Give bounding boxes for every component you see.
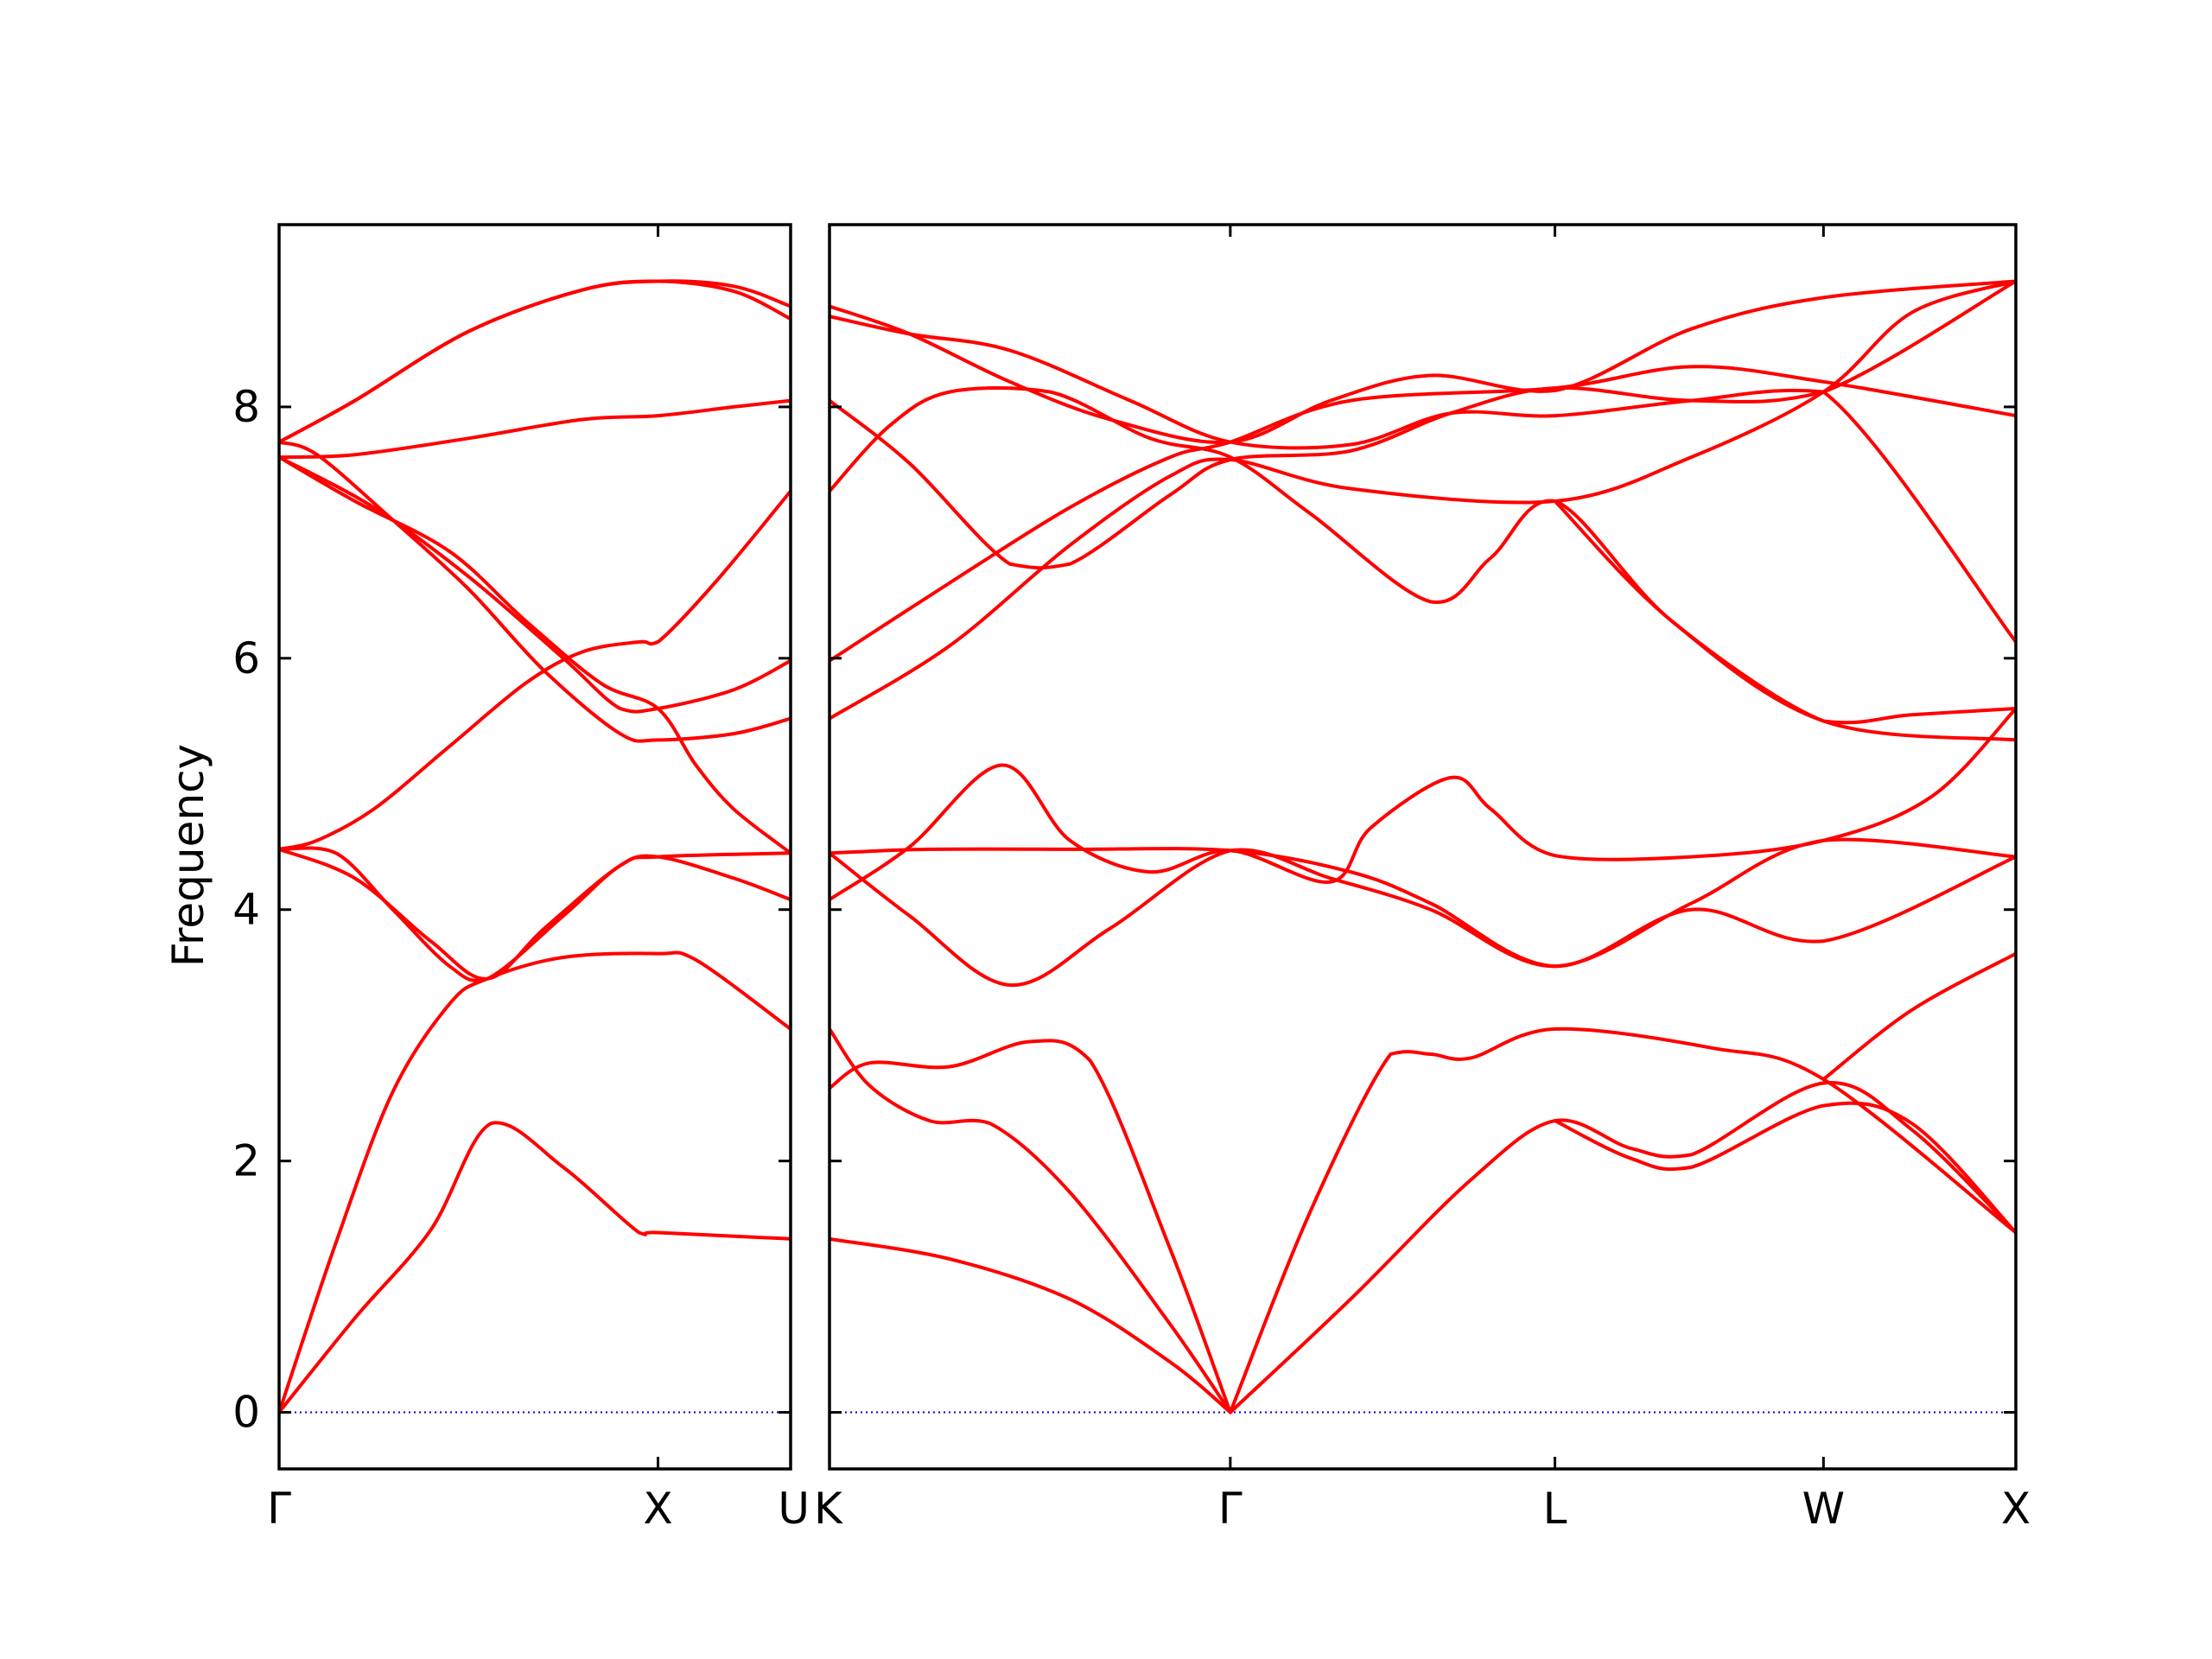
y-tick-label: 2: [232, 1136, 260, 1186]
band-line-3: [279, 846, 791, 982]
band-line-7: [279, 440, 791, 743]
band-line-10: [830, 279, 2016, 721]
x-tick-label: U: [778, 1484, 810, 1534]
y-tick-label: 4: [232, 885, 260, 935]
band-line-6: [279, 455, 791, 714]
x-tick-label: X: [2001, 1484, 2031, 1534]
band-line-15: [830, 315, 2016, 644]
band-line-3: [1228, 1027, 2016, 1414]
band-line-6: [1821, 951, 2016, 1082]
bands: [279, 279, 791, 1414]
panel-gamma-x-u: 0 2 4 6 8 Γ X U: [232, 223, 810, 1534]
band-line-8: [279, 398, 791, 460]
band-line-11: [830, 365, 2016, 663]
band-line-14: [830, 279, 2016, 445]
band-line-7: [830, 847, 2016, 969]
y-tick-label: 0: [232, 1388, 260, 1438]
band-line-1: [279, 950, 791, 1414]
band-line-2: [830, 1039, 1232, 1414]
band-line-8: [830, 837, 2016, 988]
y-tick-label: 8: [232, 382, 260, 432]
band-line-4: [279, 489, 791, 851]
band-line-1: [830, 1027, 1232, 1414]
band-line-0: [279, 1121, 791, 1414]
band-line-5: [279, 455, 791, 855]
y-tick-label: 6: [232, 633, 260, 683]
band-line-9: [830, 707, 2016, 902]
x-tick-label: Γ: [267, 1484, 291, 1534]
band-line-13: [830, 279, 2016, 570]
x-tick-label: L: [1543, 1484, 1567, 1534]
band-line-10: [279, 279, 791, 444]
x-tick-label: W: [1802, 1484, 1845, 1534]
band-line-16: [1553, 499, 2016, 725]
x-tick-label: K: [814, 1484, 843, 1534]
band-line-5: [1553, 1101, 2016, 1235]
band-line-0: [830, 1236, 1232, 1414]
y-axis-label: Frequency: [163, 744, 213, 967]
axes-frame: [277, 223, 792, 1471]
x-tick-label: X: [643, 1484, 672, 1534]
bands: [830, 279, 2016, 1414]
x-tick-label: Γ: [1218, 1484, 1243, 1534]
axes-frame: [828, 223, 2018, 1471]
